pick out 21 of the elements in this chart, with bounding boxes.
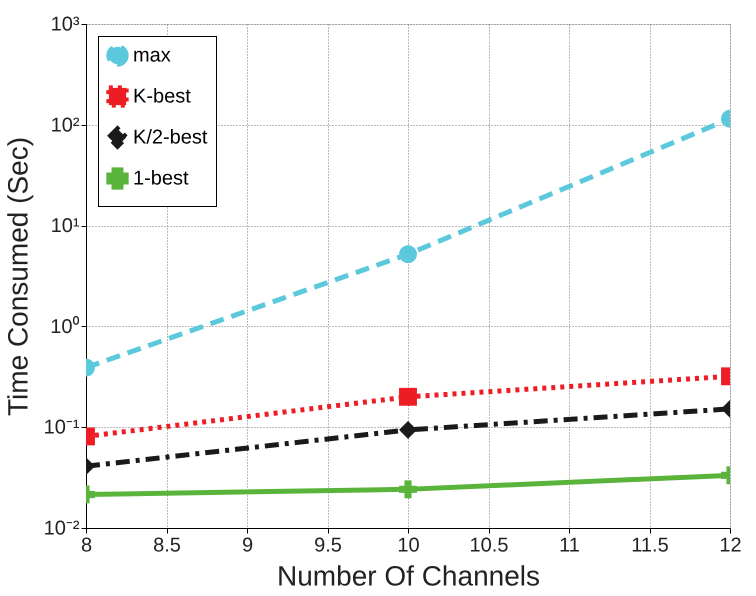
legend-label: max (133, 44, 171, 66)
x-tick-label: 12 (719, 534, 742, 556)
x-tick-label: 11 (559, 534, 580, 556)
legend-label: K-best (133, 86, 192, 108)
x-tick-label: 11.5 (631, 534, 669, 556)
y-tick-label: 10³ (50, 14, 80, 36)
y-axis-title: Time Consumed (Sec) (2, 136, 34, 416)
legend-label: 1-best (133, 168, 190, 190)
legend-label: K/2-best (133, 126, 208, 148)
y-tick-label: 10⁻¹ (44, 416, 80, 439)
y-tick-label: 10⁰ (50, 314, 80, 338)
y-tick-label: 10⁻² (44, 518, 80, 540)
x-tick-label: 9.5 (314, 534, 342, 556)
y-tick-label: 10² (50, 114, 80, 136)
x-tick-label: 9 (242, 534, 254, 556)
x-tick-label: 10 (397, 534, 420, 556)
x-tick-label: 10.5 (470, 534, 508, 556)
y-tick-label: 10¹ (50, 215, 80, 238)
x-axis-title: Number Of Channels (276, 560, 540, 592)
x-tick-label: 8.5 (153, 534, 181, 556)
x-tick-label: 8 (80, 534, 92, 556)
